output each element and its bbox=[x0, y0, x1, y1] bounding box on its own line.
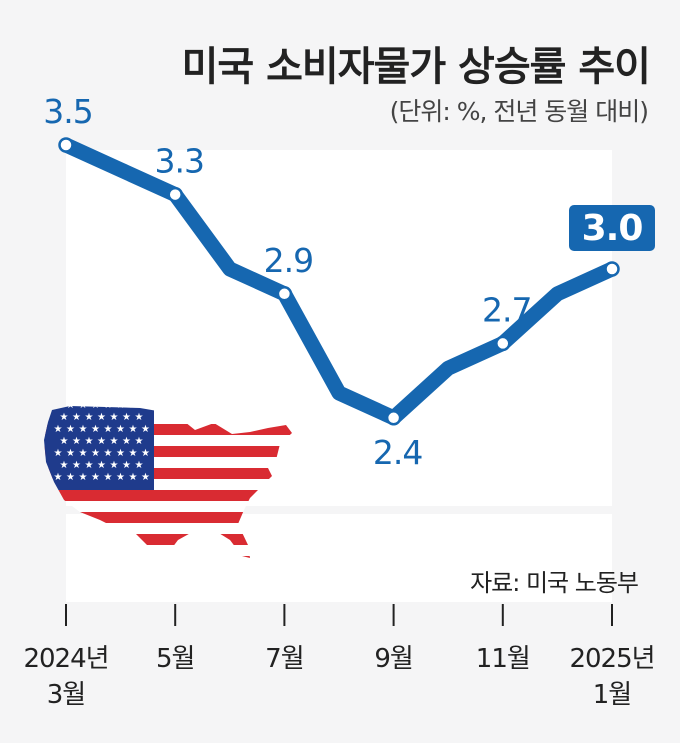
svg-text:★: ★ bbox=[85, 412, 94, 423]
x-tick-label-2024-05: 5월 bbox=[156, 644, 194, 674]
svg-text:★: ★ bbox=[97, 436, 106, 447]
svg-text:★: ★ bbox=[54, 400, 63, 411]
svg-text:★: ★ bbox=[104, 400, 113, 411]
x-tick-sublabel-2025-01: 1월 bbox=[593, 680, 631, 710]
svg-text:★: ★ bbox=[141, 472, 150, 483]
svg-text:★: ★ bbox=[116, 448, 125, 459]
data-point-2024-07 bbox=[276, 286, 293, 302]
chart-title: 미국 소비자물가 상승률 추이 bbox=[181, 44, 651, 90]
svg-text:★: ★ bbox=[66, 472, 75, 483]
svg-text:★: ★ bbox=[116, 400, 125, 411]
svg-text:★: ★ bbox=[110, 436, 119, 447]
x-tick-label-2024-07: 7월 bbox=[265, 644, 303, 674]
x-tick-label-2024-09: 9월 bbox=[374, 644, 412, 674]
svg-text:★: ★ bbox=[85, 436, 94, 447]
svg-text:★: ★ bbox=[54, 424, 63, 435]
data-point-2024-05 bbox=[167, 186, 183, 203]
svg-text:★: ★ bbox=[104, 448, 113, 459]
source-note: 자료: 미국 노동부 bbox=[470, 569, 639, 597]
data-point-2025-01 bbox=[604, 261, 620, 277]
svg-text:★: ★ bbox=[104, 424, 113, 435]
svg-text:★: ★ bbox=[91, 400, 100, 411]
x-tick-label-2024-11: 11월 bbox=[476, 644, 530, 674]
svg-text:★: ★ bbox=[54, 448, 63, 459]
data-point-2024-09 bbox=[385, 410, 402, 426]
svg-text:★: ★ bbox=[60, 460, 69, 471]
svg-text:★: ★ bbox=[129, 472, 138, 483]
svg-text:★: ★ bbox=[91, 472, 100, 483]
chart-subtitle: (단위: %, 전년 동월 대비) bbox=[389, 97, 649, 126]
svg-text:★: ★ bbox=[91, 448, 100, 459]
svg-text:★: ★ bbox=[116, 472, 125, 483]
svg-text:★: ★ bbox=[54, 472, 63, 483]
data-label-2024-09: 2.4 bbox=[373, 433, 422, 472]
svg-text:★: ★ bbox=[79, 448, 88, 459]
svg-text:★: ★ bbox=[79, 424, 88, 435]
svg-text:★: ★ bbox=[97, 460, 106, 471]
data-label-2024-03: 3.5 bbox=[43, 92, 92, 131]
svg-text:★: ★ bbox=[91, 424, 100, 435]
svg-text:★: ★ bbox=[85, 460, 94, 471]
data-point-2024-11 bbox=[495, 335, 511, 352]
svg-text:★: ★ bbox=[122, 436, 131, 447]
svg-text:★: ★ bbox=[129, 400, 138, 411]
x-tick-sublabel-2024-03: 3월 bbox=[47, 680, 85, 710]
data-point-2024-03 bbox=[58, 137, 74, 153]
svg-text:★: ★ bbox=[97, 412, 106, 423]
svg-text:★: ★ bbox=[141, 448, 150, 459]
svg-text:★: ★ bbox=[60, 436, 69, 447]
svg-text:★: ★ bbox=[66, 448, 75, 459]
svg-text:★: ★ bbox=[66, 424, 75, 435]
svg-text:★: ★ bbox=[135, 436, 144, 447]
highlight-label-2025-01: 3.0 bbox=[569, 205, 655, 251]
x-tick-label-2025-01: 2025년 bbox=[569, 644, 654, 674]
svg-text:★: ★ bbox=[129, 448, 138, 459]
svg-text:★: ★ bbox=[122, 460, 131, 471]
svg-text:★: ★ bbox=[129, 424, 138, 435]
svg-text:★: ★ bbox=[72, 436, 81, 447]
svg-text:★: ★ bbox=[66, 400, 75, 411]
svg-text:★: ★ bbox=[116, 424, 125, 435]
data-label-2024-07: 2.9 bbox=[264, 241, 313, 280]
data-label: 3.0 bbox=[582, 208, 643, 249]
svg-text:★: ★ bbox=[122, 412, 131, 423]
svg-text:★: ★ bbox=[72, 412, 81, 423]
svg-text:★: ★ bbox=[79, 472, 88, 483]
svg-text:★: ★ bbox=[104, 472, 113, 483]
data-label-2024-11: 2.7 bbox=[482, 290, 531, 329]
svg-text:★: ★ bbox=[110, 460, 119, 471]
svg-text:★: ★ bbox=[135, 412, 144, 423]
x-tick-label-2024-03: 2024년 bbox=[23, 644, 108, 674]
data-label-2024-05: 3.3 bbox=[154, 142, 203, 181]
svg-text:★: ★ bbox=[79, 400, 88, 411]
svg-text:★: ★ bbox=[110, 412, 119, 423]
svg-text:★: ★ bbox=[72, 460, 81, 471]
svg-text:★: ★ bbox=[135, 460, 144, 471]
series-line bbox=[58, 137, 620, 426]
svg-text:★: ★ bbox=[60, 412, 69, 423]
svg-text:★: ★ bbox=[141, 424, 150, 435]
